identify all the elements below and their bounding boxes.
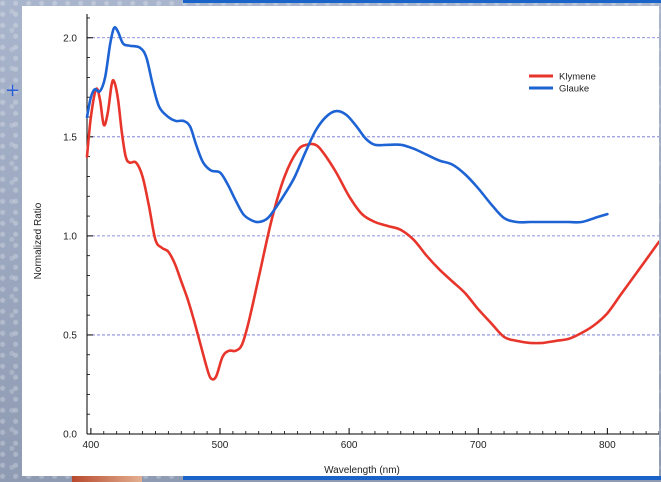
- y-tick-label: 0.5: [63, 330, 77, 341]
- bottom-decoration: [72, 474, 142, 482]
- x-tick-label: 400: [83, 440, 100, 451]
- legend-label-glauke: Glauke: [559, 84, 589, 95]
- chart-panel: 0.0 0.5 1.0 1.5 2.0 400 500 600 700 800 Wavelengt…: [22, 6, 659, 476]
- x-tick-label: 600: [341, 440, 358, 451]
- x-tick-label: 800: [599, 440, 616, 451]
- reflectance-chart: 0.0 0.5 1.0 1.5 2.0 400 500 600 700 800 Wavelengt…: [33, 14, 659, 476]
- top-accent-bar: [183, 0, 661, 3]
- legend-label-klymene: Klymene: [559, 72, 596, 83]
- y-axis-label: Normalized Ratio: [33, 202, 44, 279]
- bottom-accent-bar: [183, 476, 661, 480]
- grid-lines: [87, 37, 659, 336]
- series-lines: [85, 25, 659, 381]
- plus-icon: +: [5, 80, 21, 101]
- series-line-glauke: [85, 25, 609, 224]
- y-tick-label: 1.5: [63, 132, 77, 143]
- series-line-klymene: [85, 78, 659, 381]
- tick-labels: 0.0 0.5 1.0 1.5 2.0 400 500 600 700 800: [63, 33, 616, 451]
- x-axis-label: Wavelength (nm): [324, 465, 400, 476]
- x-tick-label: 500: [212, 440, 229, 451]
- y-tick-label: 1.0: [63, 231, 77, 242]
- y-tick-label: 2.0: [63, 33, 77, 44]
- x-tick-label: 700: [470, 440, 487, 451]
- y-tick-label: 0.0: [63, 430, 77, 441]
